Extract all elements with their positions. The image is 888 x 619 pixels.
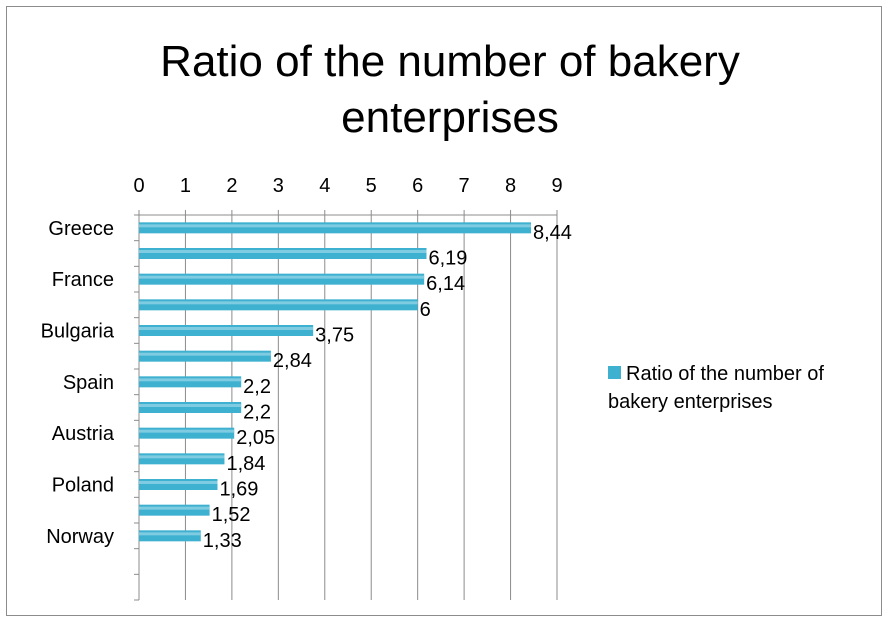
x-tick-label: 0 — [133, 175, 144, 197]
legend-swatch — [608, 366, 621, 379]
data-label: 1,52 — [212, 504, 251, 526]
bar-highlight — [139, 250, 427, 253]
data-label: 1,69 — [219, 479, 258, 501]
bar — [139, 222, 531, 234]
bar — [139, 299, 418, 311]
data-label: 2,05 — [236, 427, 275, 449]
bar — [139, 376, 242, 388]
category-label: Spain — [63, 372, 114, 394]
bar — [139, 427, 235, 439]
x-tick-label: 3 — [273, 175, 284, 197]
category-label: Bulgaria — [41, 321, 115, 343]
category-label: Norway — [46, 526, 114, 548]
x-tick-label: 8 — [505, 175, 516, 197]
bar-highlight — [139, 275, 425, 279]
bar-highlight — [139, 404, 242, 407]
bar-highlight — [139, 532, 201, 536]
bar-highlight — [139, 301, 418, 305]
bar-highlight — [139, 429, 235, 433]
x-tick-label: 9 — [551, 175, 562, 197]
data-label: 1,84 — [226, 453, 265, 475]
bar — [139, 504, 210, 516]
x-tick-label: 5 — [366, 175, 377, 197]
bar-highlight — [139, 506, 210, 510]
bar — [139, 402, 242, 413]
bar — [139, 248, 427, 259]
category-label: Austria — [52, 423, 115, 445]
bar-highlight — [139, 327, 314, 330]
x-tick-label: 1 — [180, 175, 191, 197]
bar — [139, 350, 271, 362]
bar — [139, 479, 218, 490]
data-label: 2,2 — [243, 402, 271, 424]
bar — [139, 530, 201, 542]
chart-title: Ratio of the number of bakery enterprise… — [160, 37, 740, 142]
data-label: 6,19 — [428, 248, 467, 270]
legend: Ratio of the number of bakery enterprise… — [608, 360, 878, 416]
data-label: 2,2 — [243, 376, 271, 398]
category-label: Greece — [48, 218, 114, 240]
category-label: Poland — [52, 475, 114, 497]
data-label: 3,75 — [315, 325, 354, 347]
data-label: 8,44 — [533, 222, 572, 244]
x-tick-label: 7 — [459, 175, 470, 197]
bar-highlight — [139, 378, 242, 382]
x-tick-label: 2 — [226, 175, 237, 197]
bar — [139, 273, 425, 285]
bar-highlight — [139, 455, 225, 459]
bar — [139, 453, 225, 465]
bar-highlight — [139, 352, 271, 356]
data-label: 6 — [420, 299, 431, 321]
category-label: France — [52, 269, 114, 291]
bar-highlight — [139, 481, 218, 484]
x-tick-label: 6 — [412, 175, 423, 197]
data-label: 6,14 — [426, 273, 465, 295]
bar-highlight — [139, 224, 531, 228]
legend-label: Ratio of the number of bakery enterprise… — [608, 363, 824, 413]
x-tick-label: 4 — [319, 175, 330, 197]
data-label: 1,33 — [203, 530, 242, 552]
data-label: 2,84 — [273, 350, 312, 372]
bar — [139, 325, 314, 336]
